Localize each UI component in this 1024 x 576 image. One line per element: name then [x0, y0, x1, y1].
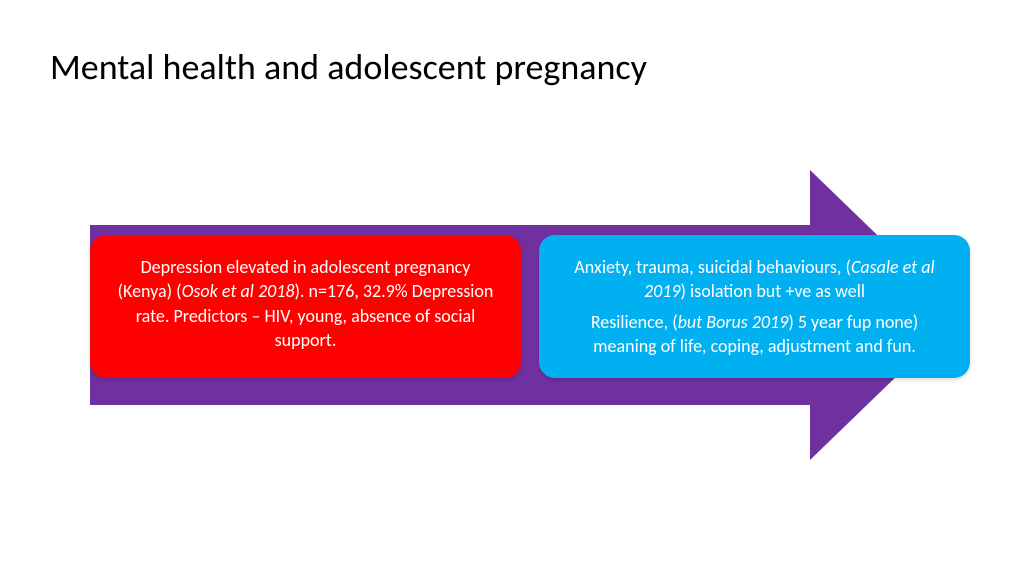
content-boxes: Depression elevated in adolescent pregna… [90, 235, 970, 378]
box-right: Anxiety, trauma, suicidal behaviours, (C… [539, 235, 970, 378]
box-paragraph: Depression elevated in adolescent pregna… [112, 255, 499, 352]
citation-italic: Osok et al 2018 [182, 280, 295, 302]
slide: Mental health and adolescent pregnancy D… [0, 0, 1024, 576]
text-pre: Resilience, ( [591, 311, 678, 333]
box-paragraph: Resilience, (but Borus 2019) 5 year fup … [561, 310, 948, 359]
box-left: Depression elevated in adolescent pregna… [90, 235, 521, 378]
slide-title: Mental health and adolescent pregnancy [50, 45, 647, 89]
citation-italic: but Borus 2019 [678, 311, 789, 333]
text-pre: Anxiety, trauma, suicidal behaviours, ( [574, 256, 851, 278]
box-paragraph: Anxiety, trauma, suicidal behaviours, (C… [561, 255, 948, 304]
text-post: ) isolation but +ve as well [681, 280, 865, 302]
